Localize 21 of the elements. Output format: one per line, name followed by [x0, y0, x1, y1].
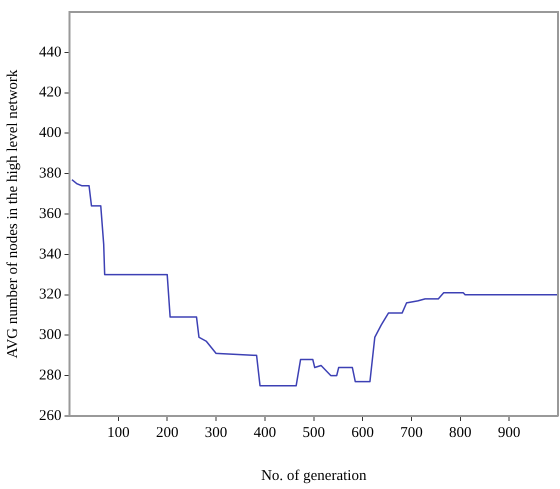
x-tick-label: 500	[302, 424, 325, 441]
y-tick-label: 260	[39, 408, 62, 424]
y-tick-label: 360	[39, 206, 62, 222]
y-tick-label: 300	[39, 327, 62, 344]
x-tick-label: 100	[107, 424, 130, 441]
x-tick-label: 300	[204, 424, 228, 441]
y-tick-label: 440	[39, 44, 62, 60]
x-tick-label: 900	[498, 424, 520, 441]
y-tick-label: 380	[39, 166, 62, 182]
y-tick-label: 320	[39, 286, 62, 303]
x-tick-label: 200	[156, 424, 178, 441]
x-tick-label: 600	[351, 424, 374, 441]
y-tick-label: 400	[39, 125, 62, 142]
y-tick-label: 420	[39, 84, 62, 101]
x-tick-label: 700	[400, 424, 423, 441]
y-tick-label: 340	[39, 246, 62, 262]
x-tick-label: 800	[449, 424, 472, 441]
x-axis-title: No. of generation	[261, 468, 367, 484]
x-tick-label: 400	[254, 424, 276, 441]
y-tick-label: 280	[39, 368, 62, 384]
y-axis-title: AVG number of nodes in the high level network	[4, 69, 21, 358]
